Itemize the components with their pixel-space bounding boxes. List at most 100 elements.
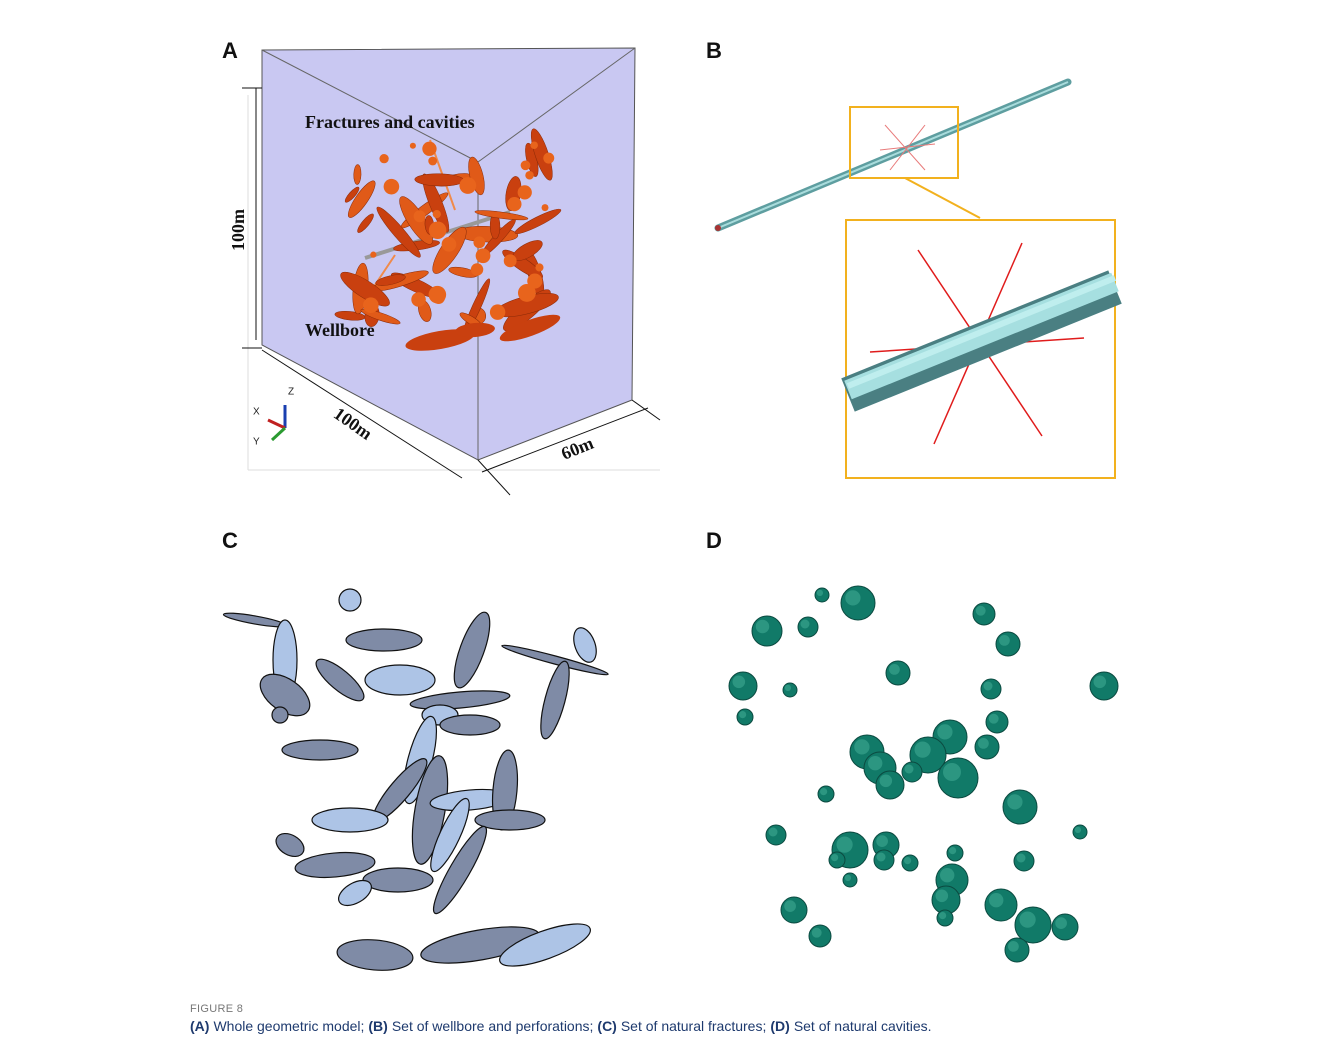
cavity-highlight (812, 928, 822, 938)
cavities-panel-d (729, 586, 1118, 962)
cavity-highlight (904, 857, 911, 864)
fracture (312, 808, 388, 832)
cavity-highlight (1055, 917, 1067, 929)
cavity-highlight (1075, 827, 1081, 833)
dimension-label: 100m (330, 403, 376, 443)
cavity (363, 297, 379, 313)
caption-tag: (C) (597, 1018, 616, 1034)
fracture (535, 659, 575, 741)
fracture (282, 740, 358, 760)
fracture (294, 850, 376, 881)
caption-text: Set of natural cavities. (794, 1018, 932, 1034)
cavity (411, 292, 426, 307)
axis-label: Z (288, 387, 294, 398)
panel-label: B (706, 38, 722, 63)
cavity-highlight (880, 775, 893, 788)
dimension-label: 60m (558, 433, 596, 464)
cavity (428, 157, 437, 166)
cavity-highlight (845, 590, 860, 605)
cavity-highlight (868, 756, 882, 770)
cavity (535, 263, 543, 271)
cavity (504, 254, 517, 267)
cavity-highlight (820, 788, 827, 795)
figure-caption: (A)Whole geometric model;(B) Set of wellb… (190, 1018, 936, 1034)
cavity-highlight (1020, 912, 1036, 928)
cavity-highlight (854, 739, 869, 754)
cavity-highlight (877, 853, 886, 862)
figure-panels: A B C D Fractures and cavities Wellbore … (0, 0, 1322, 1000)
cavity-highlight (1017, 854, 1026, 863)
fracture (223, 611, 287, 630)
caption-tag: (A) (190, 1018, 209, 1034)
panel-label: A (222, 38, 238, 63)
cavity (518, 185, 532, 199)
caption-tag: (B) (368, 1018, 387, 1034)
caption-text: Set of natural fractures; (621, 1018, 767, 1034)
cavity-highlight (915, 742, 931, 758)
cavity-highlight (943, 763, 961, 781)
cavity (543, 153, 554, 164)
cavity (507, 197, 521, 211)
cavity-highlight (733, 676, 746, 689)
fracture (363, 868, 433, 892)
axis-label: Y (253, 437, 260, 448)
cavity-highlight (939, 912, 946, 919)
cavity-highlight (769, 828, 778, 837)
cavity (525, 171, 534, 180)
cavity (542, 204, 549, 211)
cavity (429, 221, 446, 238)
cavity (379, 154, 388, 163)
cavity-highlight (937, 724, 952, 739)
panel-label: D (706, 528, 722, 553)
fracture (440, 715, 500, 735)
cavity (490, 304, 505, 319)
cavity-highlight (739, 711, 746, 718)
cavity-highlight (784, 900, 796, 912)
fracture (365, 665, 435, 695)
cavity-highlight (889, 664, 900, 675)
caption-tag: (D) (770, 1018, 789, 1034)
cavity-highlight (978, 738, 989, 749)
cavity (521, 160, 531, 170)
cavity-highlight (1094, 676, 1107, 689)
cavity (422, 142, 436, 156)
caption-text: Whole geometric model; (213, 1018, 364, 1034)
cavity (370, 252, 376, 258)
panel-label: C (222, 528, 238, 553)
cavity-highlight (876, 835, 888, 847)
cavity-highlight (756, 620, 770, 634)
annotation: Fractures and cavities (305, 112, 475, 132)
cavity-highlight (936, 890, 949, 903)
cavity (473, 236, 485, 248)
cavity (442, 237, 457, 252)
cavity-highlight (817, 590, 823, 596)
cavity (459, 177, 476, 194)
cavity-highlight (837, 837, 853, 853)
fracture (339, 589, 361, 611)
cavity-highlight (785, 685, 791, 691)
cavity (530, 141, 538, 149)
cavity (476, 248, 491, 263)
cavity-highlight (1007, 794, 1022, 809)
cavity-highlight (989, 714, 999, 724)
caption-text: Set of wellbore and perforations; (392, 1018, 594, 1034)
cavity-highlight (999, 635, 1010, 646)
annotation: Wellbore (305, 320, 375, 340)
cavity-highlight (831, 854, 838, 861)
cavity (518, 284, 536, 302)
cavity-highlight (905, 765, 914, 774)
cavity (384, 179, 400, 195)
fracture (447, 608, 497, 691)
fracture (346, 629, 422, 651)
cavity-highlight (984, 682, 993, 691)
figure-page: A B C D Fractures and cavities Wellbore … (0, 0, 1322, 1057)
figure-number: FIGURE 8 (190, 1003, 243, 1015)
fracture (569, 625, 600, 666)
axis-label: X (253, 407, 260, 418)
cavity-highlight (940, 868, 954, 882)
cavity (432, 291, 445, 304)
dimension-label: 100m (228, 209, 248, 251)
cavity-highlight (1008, 941, 1019, 952)
cavity-highlight (845, 875, 851, 881)
cavity-highlight (976, 606, 986, 616)
